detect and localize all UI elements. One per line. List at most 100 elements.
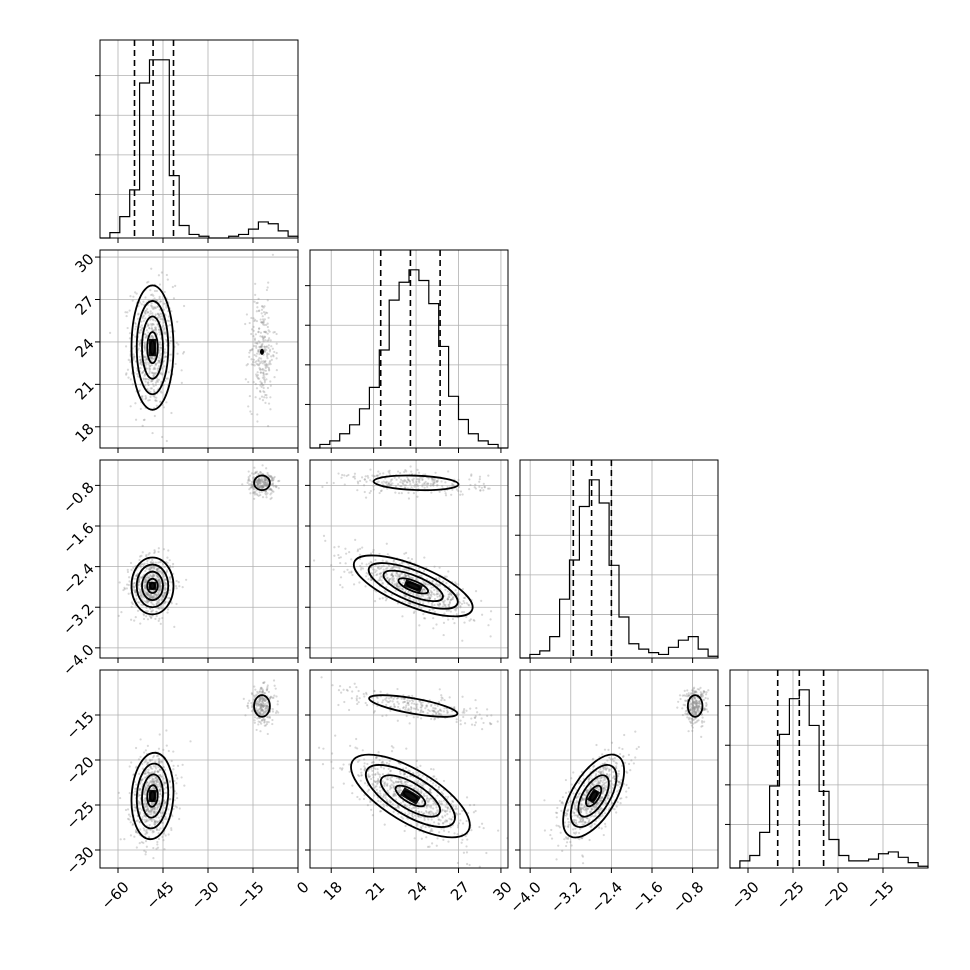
- scatter-point: [257, 480, 260, 483]
- scatter-point: [147, 771, 150, 774]
- scatter-point: [153, 329, 156, 332]
- scatter-point: [157, 601, 161, 604]
- scatter-point: [257, 481, 260, 484]
- scatter-point: [143, 849, 146, 852]
- scatter-point: [262, 360, 265, 363]
- scatter-point: [423, 782, 426, 785]
- scatter-point: [438, 578, 441, 581]
- scatter-point: [382, 793, 386, 796]
- scatter-point: [143, 562, 146, 565]
- scatter-point: [250, 486, 253, 489]
- scatter-point: [248, 699, 251, 702]
- scatter-point: [385, 586, 388, 589]
- scatter-point: [189, 740, 192, 743]
- scatter-point: [274, 484, 277, 487]
- scatter-point: [160, 352, 163, 355]
- scatter-point: [385, 577, 389, 580]
- scatter-point: [256, 420, 259, 423]
- scatter-point: [263, 313, 267, 316]
- scatter-point: [133, 803, 136, 806]
- scatter-point: [152, 573, 156, 576]
- scatter-point: [159, 768, 162, 771]
- scatter-point: [142, 319, 145, 322]
- scatter-point: [158, 589, 161, 592]
- scatter-point: [157, 593, 160, 596]
- scatter-point: [411, 478, 414, 481]
- scatter-point: [158, 758, 161, 761]
- scatter-point: [273, 694, 276, 697]
- scatter-point: [138, 558, 141, 562]
- scatter-point: [136, 609, 140, 612]
- scatter-point: [258, 482, 261, 485]
- scatter-point: [403, 697, 406, 700]
- scatter-point: [412, 707, 416, 710]
- scatter-point: [168, 559, 171, 562]
- scatter-point: [260, 702, 263, 706]
- scatter-point: [126, 808, 130, 811]
- scatter-point: [256, 704, 259, 707]
- scatter-point: [152, 830, 155, 833]
- scatter-point: [378, 773, 381, 776]
- scatter-point: [405, 574, 408, 577]
- scatter-point: [261, 486, 265, 489]
- scatter-point: [265, 396, 268, 399]
- scatter-point: [429, 589, 432, 592]
- scatter-point: [145, 828, 148, 832]
- scatter-point: [259, 706, 262, 709]
- scatter-point: [251, 484, 254, 487]
- scatter-point: [398, 574, 401, 577]
- scatter-point: [257, 340, 260, 343]
- scatter-point: [142, 751, 146, 754]
- scatter-point: [157, 761, 160, 764]
- scatter-point: [145, 576, 148, 579]
- scatter-point: [250, 483, 253, 486]
- scatter-point: [260, 479, 264, 482]
- scatter-point: [255, 375, 258, 378]
- scatter-point: [131, 299, 134, 302]
- scatter-point: [247, 479, 250, 482]
- scatter-point: [468, 863, 471, 867]
- scatter-point: [379, 567, 382, 570]
- scatter-point: [382, 803, 385, 806]
- scatter-point: [438, 604, 441, 607]
- scatter-point: [360, 774, 363, 777]
- scatter-point: [379, 575, 382, 578]
- scatter-point: [473, 619, 476, 622]
- scatter-point: [158, 788, 161, 791]
- scatter-point: [137, 802, 140, 805]
- scatter-point: [429, 804, 433, 807]
- scatter-point: [364, 475, 367, 478]
- scatter-point: [386, 783, 389, 787]
- scatter-point: [417, 814, 420, 818]
- scatter-point: [267, 338, 270, 342]
- scatter-point: [139, 780, 142, 784]
- scatter-point: [266, 286, 269, 289]
- scatter-point: [139, 802, 142, 805]
- scatter-point: [165, 583, 168, 586]
- scatter-point: [138, 787, 142, 791]
- scatter-point: [368, 562, 371, 565]
- scatter-point: [138, 343, 141, 346]
- scatter-point: [152, 565, 155, 568]
- scatter-point: [258, 713, 262, 716]
- scatter-point: [249, 410, 252, 413]
- scatter-point: [257, 711, 260, 714]
- scatter-point: [470, 723, 474, 726]
- scatter-point: [256, 483, 260, 486]
- scatter-point: [405, 780, 408, 783]
- scatter-point: [149, 567, 152, 570]
- scatter-point: [261, 362, 264, 365]
- scatter-point: [427, 593, 430, 596]
- scatter-point: [258, 486, 262, 490]
- scatter-point: [270, 479, 273, 482]
- scatter-point: [146, 805, 149, 809]
- scatter-point: [473, 803, 476, 807]
- scatter-point: [420, 837, 423, 840]
- scatter-point: [258, 478, 262, 481]
- scatter-point: [458, 601, 462, 604]
- scatter-point: [266, 322, 269, 325]
- scatter-point: [442, 799, 446, 802]
- scatter-point: [150, 357, 154, 360]
- scatter-point: [163, 579, 166, 582]
- scatter-point: [260, 481, 264, 484]
